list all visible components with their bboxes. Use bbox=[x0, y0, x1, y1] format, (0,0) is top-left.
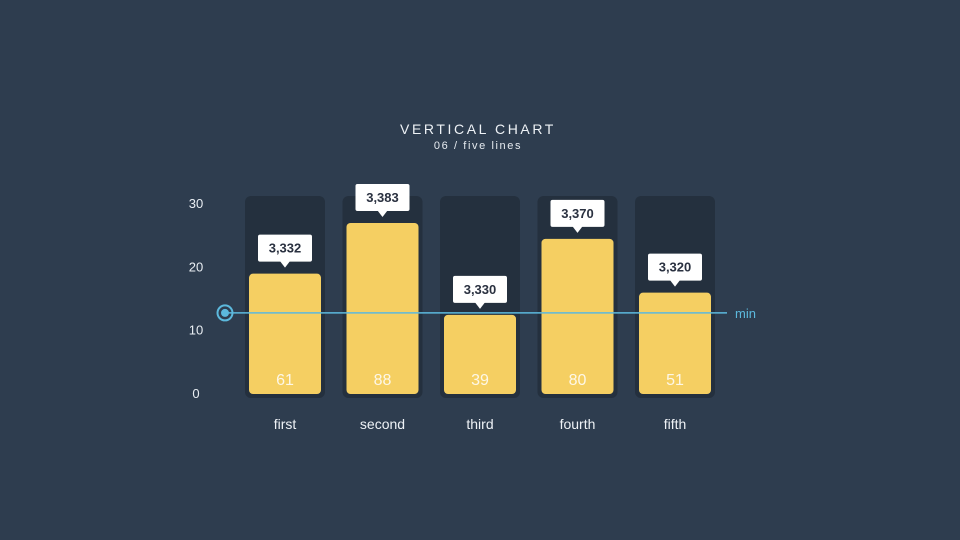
category-label: second bbox=[360, 416, 405, 432]
chart-subtitle: 06 / five lines bbox=[433, 140, 523, 152]
category-label: third bbox=[466, 416, 493, 432]
callout-label: 3,332 bbox=[269, 241, 302, 256]
callout-pointer bbox=[572, 226, 583, 233]
y-tick-label: 20 bbox=[189, 259, 203, 274]
bar-value-label: 51 bbox=[666, 372, 684, 389]
callout-label: 3,330 bbox=[464, 282, 497, 297]
callout-pointer bbox=[377, 210, 388, 217]
min-line-marker-dot bbox=[221, 308, 229, 317]
callout-label: 3,370 bbox=[561, 206, 594, 221]
category-label: fourth bbox=[560, 416, 596, 432]
callout-pointer bbox=[280, 261, 290, 268]
bar bbox=[346, 223, 419, 394]
bar-value-label: 39 bbox=[471, 372, 489, 389]
bar bbox=[249, 273, 321, 394]
callout-bubble bbox=[648, 253, 702, 281]
callout-pointer bbox=[670, 280, 680, 287]
callout-pointer bbox=[475, 302, 485, 309]
callout-label: 3,383 bbox=[366, 190, 399, 205]
bar bbox=[444, 314, 516, 394]
y-tick-label: 10 bbox=[189, 323, 203, 338]
category-label: first bbox=[274, 416, 297, 432]
min-line-label: min bbox=[735, 306, 756, 321]
bar-value-label: 61 bbox=[276, 372, 294, 389]
callout-bubble bbox=[258, 234, 312, 262]
y-tick-label: 0 bbox=[192, 386, 199, 401]
chart-title: VERTICAL CHART bbox=[400, 121, 556, 137]
callout-bubble bbox=[355, 184, 410, 211]
category-label: fifth bbox=[664, 416, 687, 432]
bar-value-label: 88 bbox=[374, 372, 392, 389]
bar bbox=[639, 292, 711, 394]
y-tick-label: 30 bbox=[189, 196, 203, 211]
callout-bubble bbox=[550, 199, 605, 227]
callout-label: 3,320 bbox=[659, 260, 692, 275]
bar-value-label: 80 bbox=[569, 372, 587, 389]
bar bbox=[541, 238, 614, 394]
min-line-marker-ring bbox=[216, 304, 234, 322]
callout-bubble bbox=[453, 275, 507, 303]
